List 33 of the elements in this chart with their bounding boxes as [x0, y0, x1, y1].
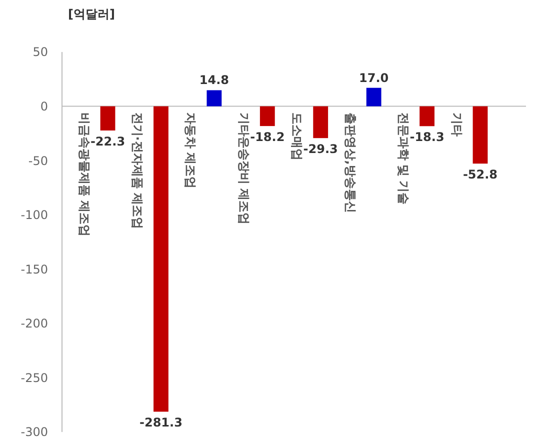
x-tick-label: 전문과학 및 기술 [396, 112, 411, 205]
bar [260, 106, 275, 126]
bar [154, 106, 168, 412]
bar [206, 90, 222, 106]
y-tick-label: -250 [20, 370, 48, 385]
y-tick-label: -200 [20, 316, 48, 331]
bar [420, 106, 434, 126]
y-tick-label: -100 [20, 208, 48, 222]
x-tick-label: 비금속광물제품 제조업 [77, 112, 92, 236]
y-axis-title: [억달러] [68, 7, 115, 21]
data-label: -18.3 [410, 130, 444, 144]
data-label: -18.2 [250, 130, 285, 144]
y-tick-label: -150 [20, 262, 48, 276]
data-label: -281.3 [140, 416, 182, 430]
x-tick-label: 출판영상,방송통신 [343, 112, 358, 213]
x-tick-label: 전기·전자제품 제조업 [130, 112, 145, 230]
y-tick-label: -50 [28, 154, 48, 168]
y-tick-label: -300 [20, 425, 48, 440]
data-label: 17.0 [359, 70, 389, 85]
bar [100, 106, 116, 130]
data-label: -22.3 [90, 134, 126, 148]
bar [472, 106, 488, 164]
data-label: -52.8 [462, 168, 498, 182]
data-label: -29.3 [303, 142, 338, 156]
x-tick-label: 자동차 제조업 [184, 112, 198, 188]
data-label: 14.8 [199, 73, 229, 88]
x-tick-label: 도소매업 [290, 112, 304, 160]
y-tick-label: 50 [32, 45, 48, 60]
y-tick-label: 0 [40, 99, 48, 114]
bar [313, 106, 328, 138]
x-tick-label: 기타 [450, 112, 464, 136]
bar [366, 88, 382, 106]
x-tick-label: 기타운송장비 제조업 [236, 112, 251, 224]
